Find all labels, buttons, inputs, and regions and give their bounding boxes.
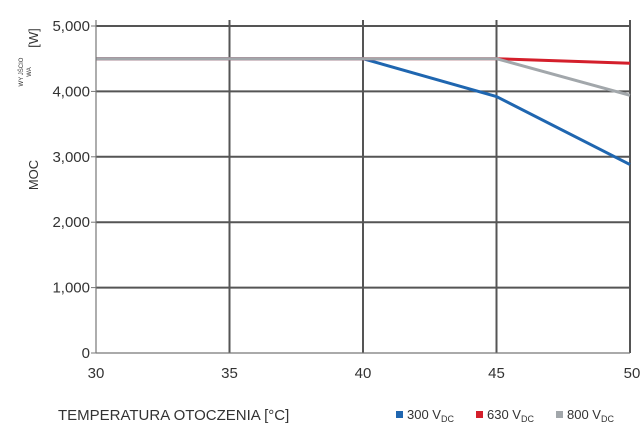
legend-entry: 800 VDC	[556, 407, 614, 424]
series-lines	[96, 57, 631, 166]
y-axis-label: MOC WY JŚCIO WA [W]	[17, 28, 41, 190]
y-axis-label-main: MOC	[26, 160, 41, 190]
x-axis-label: TEMPERATURA OTOCZENIA [°C]	[58, 407, 289, 424]
axes: 0 1,000 2,000 3,000 4,000 5,000 30 35 40 45 50	[52, 18, 640, 382]
y-axis-label-unit: [W]	[26, 28, 41, 48]
legend-entry: 630 VDC	[476, 407, 534, 424]
legend-label: 300 VDC	[407, 407, 454, 424]
x-tick-label: 45	[488, 365, 505, 382]
x-tick-label: 35	[221, 365, 238, 382]
y-tick-label: 3,000	[52, 149, 90, 166]
y-axis-label-small-bottom: WA	[27, 67, 33, 76]
legend-swatch	[396, 411, 403, 418]
legend: 300 VDC 630 VDC 800 VDC	[396, 407, 614, 424]
x-tick-label: 30	[88, 365, 105, 382]
series-line	[96, 57, 631, 97]
legend-swatch	[476, 411, 483, 418]
y-tick-label: 5,000	[52, 18, 90, 35]
legend-swatch	[556, 411, 563, 418]
y-tick-label: 0	[82, 345, 90, 362]
grid	[96, 20, 631, 353]
legend-entry: 300 VDC	[396, 407, 454, 424]
x-tick-label: 50	[624, 365, 640, 382]
legend-label: 630 VDC	[487, 407, 534, 424]
legend-label: 800 VDC	[567, 407, 614, 424]
y-tick-label: 1,000	[52, 280, 90, 297]
y-axis-label-small-top: WY JŚCIO	[17, 57, 25, 86]
y-tick-label: 2,000	[52, 214, 90, 231]
y-tick-label: 4,000	[52, 83, 90, 100]
x-tick-label: 40	[355, 365, 372, 382]
